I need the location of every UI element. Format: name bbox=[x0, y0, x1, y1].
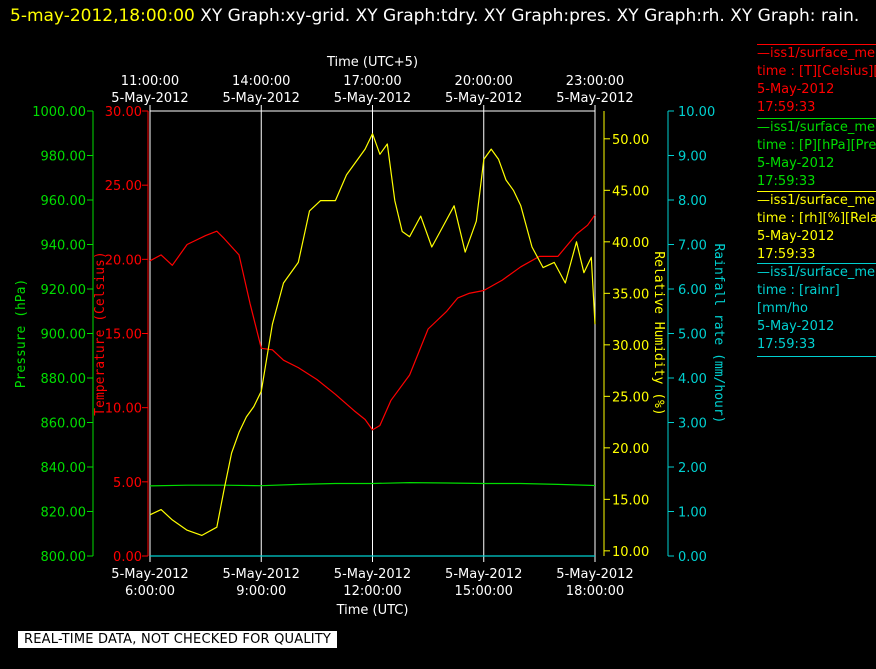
x-tick-time: 12:00:00 bbox=[343, 584, 401, 599]
rain-tick-label: 1.00 bbox=[678, 506, 707, 521]
humidity-tick-label: 15.00 bbox=[612, 493, 649, 508]
legend-variable: time : [T][Celsius][T bbox=[757, 64, 876, 79]
pressure-axis-title: Pressure (hPa) bbox=[14, 279, 29, 389]
legend-variable: time : [rainr][mm/ho bbox=[757, 283, 840, 316]
quality-disclaimer: REAL-TIME DATA, NOT CHECKED FOR QUALITY bbox=[18, 631, 338, 648]
rain-tick-label: 2.00 bbox=[678, 461, 707, 476]
legend-divider bbox=[757, 191, 876, 192]
humidity-series-line bbox=[149, 133, 596, 537]
humidity-axis-title: Relative Humidity (%) bbox=[651, 251, 666, 415]
pressure-tick-label: 920.00 bbox=[41, 283, 87, 298]
legend-date: 5-May-2012 bbox=[757, 319, 835, 334]
legend-source: —iss1/surface_me bbox=[757, 265, 876, 280]
legend-variable: time : [rh][%][Relati bbox=[757, 211, 876, 226]
legend-divider bbox=[757, 118, 876, 119]
pressure-tick-label: 980.00 bbox=[41, 150, 87, 165]
title-graph-list: XY Graph:xy-grid. XY Graph:tdry. XY Grap… bbox=[194, 6, 860, 26]
legend-source: —iss1/surface_me bbox=[757, 193, 876, 208]
rain-tick-label: 7.00 bbox=[678, 239, 707, 254]
humidity-tick-label: 20.00 bbox=[612, 442, 649, 457]
top-axis-title: Time (UTC+5) bbox=[326, 55, 418, 70]
legend-source: —iss1/surface_me bbox=[757, 120, 876, 135]
temperature-tick-label: 25.00 bbox=[105, 179, 142, 194]
legend-entry-temperature: —iss1/surface_me time : [T][Celsius][T 5… bbox=[757, 44, 876, 117]
top-tick-time: 23:00:00 bbox=[566, 74, 624, 89]
temperature-axis-title: Temperature (Celsius) bbox=[93, 251, 108, 415]
humidity-tick-label: 35.00 bbox=[612, 287, 649, 302]
x-tick-time: 18:00:00 bbox=[566, 584, 624, 599]
x-tick-date: 5-May-2012 bbox=[334, 567, 411, 582]
top-tick-time: 20:00:00 bbox=[455, 74, 513, 89]
pressure-tick-label: 1000.00 bbox=[32, 105, 86, 120]
title-timestamp: 5-may-2012,18:00:00 bbox=[10, 6, 195, 26]
rain-tick-label: 10.00 bbox=[678, 105, 715, 120]
top-tick-date: 5-May-2012 bbox=[223, 91, 300, 106]
temperature-tick-label: 10.00 bbox=[105, 402, 142, 417]
temperature-series-line bbox=[149, 214, 596, 431]
legend-date: 5-May-2012 bbox=[757, 156, 835, 171]
x-tick-time: 15:00:00 bbox=[455, 584, 513, 599]
legend-date: 5-May-2012 bbox=[757, 82, 835, 97]
pressure-tick-label: 840.00 bbox=[41, 461, 87, 476]
humidity-tick-label: 40.00 bbox=[612, 236, 649, 251]
top-tick-time: 11:00:00 bbox=[121, 74, 179, 89]
humidity-tick-label: 45.00 bbox=[612, 184, 649, 199]
legend-time: 17:59:33 bbox=[757, 247, 816, 262]
legend-entry-pressure: —iss1/surface_me time : [P][hPa][Pres 5-… bbox=[757, 118, 876, 191]
x-tick-time: 9:00:00 bbox=[236, 584, 286, 599]
top-tick-date: 5-May-2012 bbox=[445, 91, 522, 106]
legend-divider bbox=[757, 44, 876, 45]
legend-entry-humidity: —iss1/surface_me time : [rh][%][Relati 5… bbox=[757, 191, 876, 264]
temperature-tick-label: 5.00 bbox=[113, 476, 142, 491]
rain-tick-label: 3.00 bbox=[678, 417, 707, 432]
pressure-tick-label: 940.00 bbox=[41, 239, 87, 254]
page-title: 5-may-2012,18:00:00 XY Graph:xy-grid. XY… bbox=[10, 2, 860, 31]
x-tick-time: 6:00:00 bbox=[125, 584, 175, 599]
x-tick-date: 5-May-2012 bbox=[223, 567, 300, 582]
rain-axis-title: Rainfall rate (mm/hour) bbox=[711, 243, 726, 423]
legend-variable: time : [P][hPa][Pres bbox=[757, 138, 876, 153]
rain-tick-label: 6.00 bbox=[678, 283, 707, 298]
top-tick-date: 5-May-2012 bbox=[111, 91, 188, 106]
rain-tick-label: 8.00 bbox=[678, 194, 707, 209]
pressure-tick-label: 800.00 bbox=[41, 550, 87, 565]
top-tick-date: 5-May-2012 bbox=[556, 91, 633, 106]
x-tick-date: 5-May-2012 bbox=[445, 567, 522, 582]
pressure-tick-label: 820.00 bbox=[41, 506, 87, 521]
legend-date: 5-May-2012 bbox=[757, 229, 835, 244]
pressure-tick-label: 880.00 bbox=[41, 372, 87, 387]
top-tick-date: 5-May-2012 bbox=[334, 91, 411, 106]
temperature-tick-label: 30.00 bbox=[105, 105, 142, 120]
temperature-tick-label: 15.00 bbox=[105, 328, 142, 343]
pressure-series-line bbox=[149, 482, 596, 487]
temperature-tick-label: 20.00 bbox=[105, 253, 142, 268]
top-tick-time: 14:00:00 bbox=[232, 74, 290, 89]
rain-tick-label: 4.00 bbox=[678, 372, 707, 387]
humidity-tick-label: 10.00 bbox=[612, 545, 649, 560]
x-axis-title: Time (UTC) bbox=[336, 603, 409, 618]
humidity-tick-label: 25.00 bbox=[612, 390, 649, 405]
rain-tick-label: 0.00 bbox=[678, 550, 707, 565]
pressure-tick-label: 900.00 bbox=[41, 328, 87, 343]
top-tick-time: 17:00:00 bbox=[343, 74, 401, 89]
rain-tick-label: 9.00 bbox=[678, 150, 707, 165]
x-tick-date: 5-May-2012 bbox=[556, 567, 633, 582]
rain-tick-label: 5.00 bbox=[678, 328, 707, 343]
pressure-tick-label: 960.00 bbox=[41, 194, 87, 209]
legend-time: 17:59:33 bbox=[757, 337, 816, 352]
legend-divider bbox=[757, 356, 876, 357]
legend-time: 17:59:33 bbox=[757, 174, 816, 189]
legend-divider bbox=[757, 263, 876, 264]
legend-time: 17:59:33 bbox=[757, 100, 816, 115]
humidity-tick-label: 50.00 bbox=[612, 133, 649, 148]
pressure-tick-label: 860.00 bbox=[41, 417, 87, 432]
x-tick-date: 5-May-2012 bbox=[111, 567, 188, 582]
temperature-tick-label: 0.00 bbox=[113, 550, 142, 565]
legend-entry-rain: —iss1/surface_me time : [rainr][mm/ho 5-… bbox=[757, 263, 876, 357]
humidity-tick-label: 30.00 bbox=[612, 339, 649, 354]
legend-source: —iss1/surface_me bbox=[757, 46, 876, 61]
